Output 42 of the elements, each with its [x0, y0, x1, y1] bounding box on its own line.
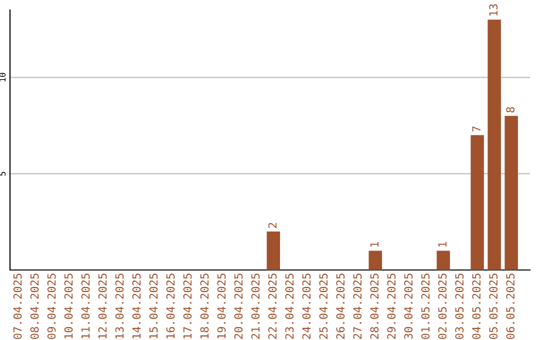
data-label: 1 [438, 242, 446, 247]
x-tick-label: 05.05.2025 [489, 274, 498, 339]
x-tick-label: 24.04.2025 [302, 274, 311, 339]
x-tick-label: 21.04.2025 [251, 274, 260, 339]
x-tick-label: 19.04.2025 [217, 274, 226, 338]
x-tick-label: 08.04.2025 [30, 274, 39, 339]
bar [470, 135, 484, 270]
x-tick-label: 09.04.2025 [47, 274, 56, 339]
data-label: 1 [370, 242, 378, 247]
x-tick-label: 10.04.2025 [64, 274, 73, 338]
data-label: 2 [268, 222, 276, 228]
x-tick-label: 23.04.2025 [285, 274, 294, 339]
x-tick-label: 25.04.2025 [319, 274, 328, 339]
x-tick-label: 12.04.2025 [98, 274, 107, 338]
x-tick-label: 16.04.2025 [166, 274, 175, 338]
bar [266, 231, 280, 270]
x-tick-label: 26.04.2025 [336, 274, 345, 339]
x-tick-label: 27.04.2025 [353, 274, 362, 339]
x-tick-label: 01.05.2025 [421, 274, 430, 339]
x-tick-label: 15.04.2025 [149, 274, 158, 338]
x-tick-label: 20.04.2025 [234, 274, 243, 339]
data-label: 8 [506, 107, 515, 112]
data-label: 13 [489, 4, 498, 16]
x-tick-label: 13.04.2025 [115, 274, 124, 338]
x-tick-label: 02.05.2025 [438, 274, 447, 339]
bar [368, 250, 382, 270]
x-tick-label: 28.04.2025 [370, 274, 379, 339]
x-tick-label: 22.04.2025 [268, 274, 277, 339]
bar [488, 20, 501, 270]
x-tick-label: 29.04.2025 [387, 274, 396, 339]
x-tick-label: 03.05.2025 [455, 274, 464, 339]
x-tick-label: 04.05.2025 [472, 274, 481, 339]
x-tick-label: 11.04.2025 [81, 274, 90, 338]
x-tick-label: 07.04.2025 [13, 274, 22, 339]
x-tick-label: 18.04.2025 [200, 274, 209, 338]
data-label: 7 [472, 126, 480, 132]
bar [504, 116, 518, 270]
x-tick-label: 14.04.2025 [132, 274, 141, 338]
x-tick-label: 17.04.2025 [183, 274, 192, 338]
x-tick-label: 06.05.2025 [506, 274, 515, 339]
x-tick-label: 30.04.2025 [404, 274, 413, 339]
bar [436, 250, 450, 270]
